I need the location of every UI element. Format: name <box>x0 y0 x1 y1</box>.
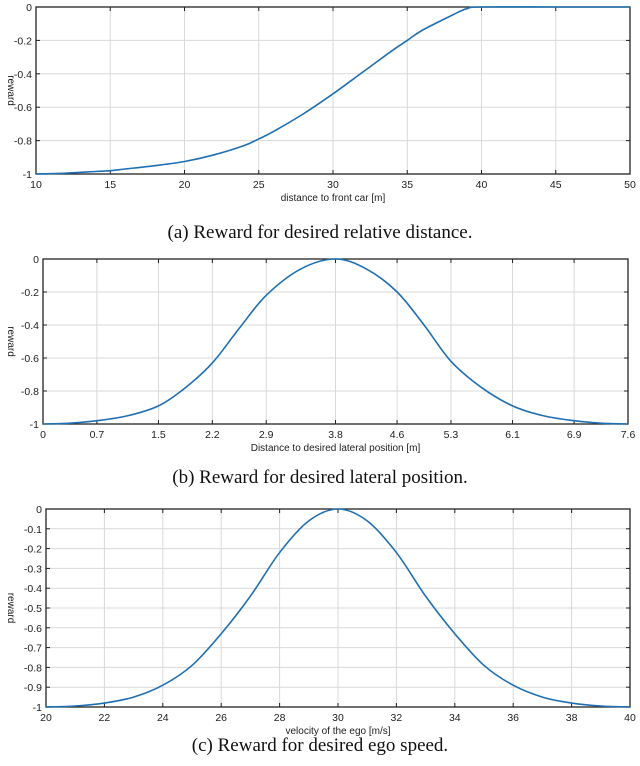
x-axis-label: Distance to desired lateral position [m] <box>251 443 421 454</box>
x-tick-label: 20 <box>179 179 191 191</box>
x-tick-label: 7.6 <box>621 429 636 441</box>
y-tick-label: -0.8 <box>21 386 39 398</box>
x-tick-label: 25 <box>253 179 265 191</box>
reward-curve <box>45 508 631 708</box>
x-tick-label: 6.9 <box>567 429 582 441</box>
y-tick-label: -1 <box>33 702 42 714</box>
x-axis-label: velocity of the ego [m/s] <box>285 726 390 737</box>
y-tick-label: -0.8 <box>14 136 32 148</box>
y-tick-label: -0.8 <box>24 662 42 674</box>
y-tick-label: -1 <box>30 419 39 431</box>
y-tick-label: -0.3 <box>24 563 42 575</box>
x-tick-label: 50 <box>624 179 636 191</box>
y-tick-label: -0.4 <box>14 69 32 81</box>
x-tick-label: 32 <box>391 712 403 724</box>
x-tick-label: 2.2 <box>205 429 220 441</box>
y-tick-label: -0.6 <box>24 623 42 635</box>
x-tick-label: 34 <box>449 712 461 724</box>
grid <box>45 508 631 708</box>
y-tick-label: 0 <box>33 254 39 266</box>
x-tick-label: 40 <box>624 712 636 724</box>
x-tick-label: 22 <box>99 712 111 724</box>
x-tick-label: 4.6 <box>390 429 405 441</box>
y-tick-label: -0.2 <box>14 35 32 47</box>
x-tick-label: 30 <box>332 712 344 724</box>
y-tick-label: -0.2 <box>21 287 39 299</box>
x-tick-label: 2.9 <box>259 429 274 441</box>
x-tick-label: 3.8 <box>328 429 343 441</box>
y-tick-label: -1 <box>23 169 32 181</box>
x-tick-label: 24 <box>157 712 169 724</box>
reward-curve <box>35 6 630 175</box>
y-axis-label: reward <box>5 75 16 106</box>
y-tick-label: 0 <box>36 504 42 516</box>
y-tick-label: -0.1 <box>24 524 42 536</box>
x-tick-label: 30 <box>327 179 339 191</box>
x-tick-label: 26 <box>215 712 227 724</box>
y-tick-label: -0.2 <box>24 544 42 556</box>
y-tick-label: -0.6 <box>21 353 39 365</box>
caption-a: (a) Reward for desired relative distance… <box>167 222 473 243</box>
y-tick-label: -0.7 <box>24 643 42 655</box>
x-tick-label: 0 <box>40 429 46 441</box>
y-axis-label: reward <box>5 326 16 357</box>
y-tick-label: 0 <box>26 2 32 14</box>
y-axis-label: reward <box>5 593 16 624</box>
y-tick-label: -0.6 <box>14 102 32 114</box>
x-axis-label: distance to front car [m] <box>281 193 386 204</box>
y-tick-label: -0.4 <box>21 320 39 332</box>
x-tick-label: 36 <box>507 712 519 724</box>
x-tick-label: 45 <box>550 179 562 191</box>
x-tick-label: 1.5 <box>151 429 166 441</box>
y-tick-label: -0.5 <box>24 603 42 615</box>
x-tick-label: 35 <box>401 179 413 191</box>
x-tick-label: 15 <box>104 179 116 191</box>
caption-c: (c) Reward for desired ego speed. <box>191 735 449 756</box>
plot-frame <box>35 6 631 175</box>
x-tick-label: 0.7 <box>90 429 105 441</box>
x-tick-label: 5.3 <box>444 429 459 441</box>
y-tick-label: -0.9 <box>24 682 42 694</box>
x-tick-label: 28 <box>274 712 286 724</box>
x-tick-label: 38 <box>566 712 578 724</box>
caption-b: (b) Reward for desired lateral position. <box>172 467 468 488</box>
y-tick-label: -0.4 <box>24 583 42 595</box>
x-tick-label: 6.1 <box>505 429 520 441</box>
reward-curve <box>42 258 629 425</box>
x-tick-label: 10 <box>30 179 42 191</box>
x-tick-label: 40 <box>476 179 488 191</box>
x-tick-label: 20 <box>40 712 52 724</box>
